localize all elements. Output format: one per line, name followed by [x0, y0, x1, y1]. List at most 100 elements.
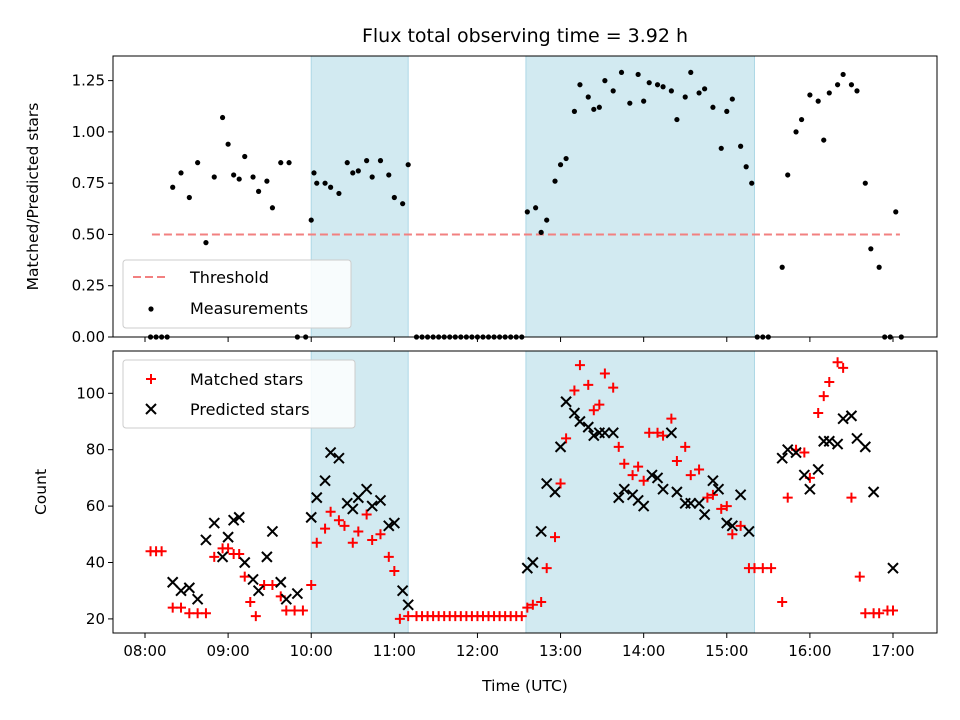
predicted-point-28 [374, 494, 387, 507]
measurement-point-24 [308, 217, 314, 223]
measurement-point-99 [798, 116, 805, 123]
measurement-point-101 [815, 98, 821, 104]
matched-point-56 [516, 611, 527, 622]
x-axis-label: Time (UTC) [481, 677, 568, 695]
predicted-point-2 [183, 582, 196, 594]
predicted-point-8 [227, 514, 240, 526]
x-tick-label-0: 08:00 [123, 642, 166, 660]
measurement-point-35 [386, 172, 392, 178]
matched-point-95 [782, 492, 793, 503]
measurement-point-96 [779, 264, 785, 270]
measurement-point-65 [563, 155, 569, 162]
matched-point-64 [569, 385, 580, 396]
predicted-point-21 [324, 446, 337, 459]
predicted-point-71 [804, 483, 816, 495]
y-tick-label-4: 1.00 [72, 123, 105, 141]
y-tick-label-0: 0.00 [72, 328, 105, 346]
y-tick-label-4: 100 [76, 384, 105, 402]
predicted-point-58 [685, 497, 697, 509]
measurement-point-113 [893, 209, 899, 215]
measurement-point-27 [328, 184, 334, 190]
y-tick-label-0: 20 [86, 610, 105, 628]
predicted-point-30 [388, 517, 401, 529]
matched-point-87 [721, 501, 732, 512]
measurement-point-4 [170, 184, 176, 190]
predicted-point-81 [887, 562, 899, 574]
matched-point-57 [522, 602, 533, 613]
predicted-point-79 [859, 441, 872, 453]
predicted-point-59 [693, 497, 705, 509]
matched-point-78 [658, 430, 669, 441]
matched-point-93 [766, 563, 777, 574]
predicted-point-9 [233, 511, 245, 524]
predicted-point-73 [818, 435, 830, 447]
matched-point-104 [846, 492, 857, 503]
x-tick-label-4: 12:00 [456, 642, 499, 660]
predicted-point-31 [396, 584, 409, 597]
predicted-point-24 [347, 503, 359, 515]
matched-point-110 [888, 605, 898, 616]
matched-point-99 [813, 408, 824, 419]
y-tick-label-3: 0.75 [72, 174, 105, 192]
measurement-point-13 [236, 176, 242, 182]
predicted-point-5 [208, 517, 220, 529]
predicted-point-35 [535, 525, 547, 538]
predicted-point-77 [845, 410, 858, 422]
measurement-point-9 [211, 174, 217, 180]
measurement-point-23 [311, 170, 317, 176]
predicted-point-66 [743, 525, 755, 538]
predicted-point-56 [671, 486, 683, 498]
predicted-point-4 [200, 534, 212, 546]
ratio-panel: 0.00 0.25 0.50 0.75 1.00 1.25 Matched/Predicte… [24, 25, 938, 346]
measurement-point-73 [618, 69, 625, 76]
matched-point-86 [716, 503, 727, 514]
matched-point-2 [156, 546, 167, 557]
measurement-point-89 [729, 96, 735, 102]
matched-point-67 [588, 405, 599, 416]
measurement-point-103 [826, 90, 832, 96]
predicted-point-37 [549, 486, 561, 498]
predicted-point-14 [266, 525, 279, 538]
matched-point-101 [824, 377, 835, 388]
measurement-point-109 [868, 246, 874, 252]
predicted-point-76 [837, 412, 849, 425]
predicted-point-20 [319, 475, 331, 487]
legend-matched-label: Matched stars [190, 370, 303, 389]
measurement-point-28 [336, 190, 342, 197]
matched-point-74 [633, 461, 644, 472]
measurement-point-79 [660, 84, 666, 90]
matched-point-31 [367, 534, 378, 545]
predicted-point-13 [261, 551, 273, 563]
predicted-point-61 [707, 475, 719, 487]
measurement-point-71 [602, 78, 608, 84]
measurement-point-33 [369, 174, 375, 180]
predicted-point-19 [311, 491, 323, 504]
measurement-point-72 [610, 88, 616, 94]
predicted-point-11 [247, 573, 259, 586]
predicted-point-43 [588, 429, 600, 442]
predicted-point-40 [568, 407, 581, 419]
chart-title: Flux total observing time = 3.92 h [362, 25, 688, 47]
measurement-point-82 [682, 94, 688, 100]
predicted-point-64 [726, 520, 739, 532]
matched-point-69 [599, 368, 610, 379]
matched-point-75 [638, 475, 649, 486]
matched-point-59 [536, 596, 547, 607]
measurement-point-66 [571, 108, 578, 114]
predicted-point-32 [402, 599, 414, 611]
predicted-point-17 [291, 587, 304, 600]
measurement-point-8 [203, 240, 209, 246]
measurement-point-30 [350, 170, 356, 176]
predicted-point-72 [812, 463, 824, 476]
predicted-point-51 [637, 500, 650, 512]
x-tick-label-3: 11:00 [373, 642, 416, 660]
measurement-point-87 [718, 145, 724, 151]
predicted-point-1 [175, 584, 187, 597]
x-tick-label-1: 09:00 [206, 642, 249, 660]
measurement-point-25 [314, 180, 320, 186]
measurement-point-7 [195, 160, 201, 166]
shaded-interval-1 [525, 55, 755, 338]
legend-threshold-label: Threshold [189, 268, 269, 287]
matched-point-21 [297, 605, 308, 616]
